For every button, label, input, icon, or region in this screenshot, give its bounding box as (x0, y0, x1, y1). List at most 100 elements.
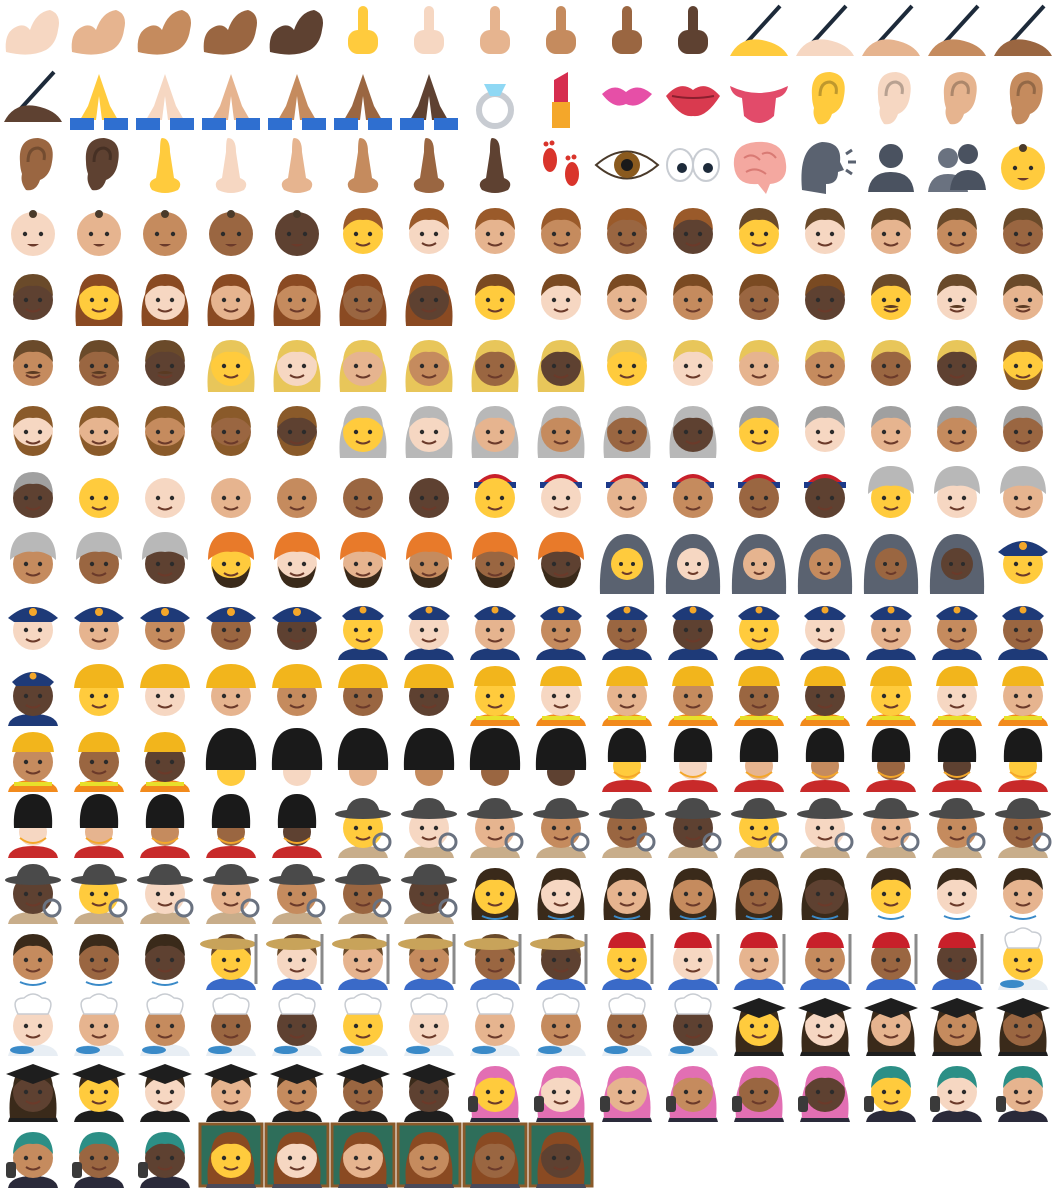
woman-graphic-icon (405, 274, 453, 326)
woman-student-icon-tone-4 (990, 990, 1056, 1056)
woman-guard-graphic-icon (668, 728, 718, 792)
woman-health-worker-graphic-icon (536, 868, 586, 924)
man-mustache-icon-tone-4 (66, 330, 132, 396)
older-person-graphic-icon (937, 406, 977, 452)
blond-woman-icon-tone-0 (198, 330, 264, 396)
man-student-graphic-icon (270, 1064, 324, 1122)
woman-with-headscarf-icon-tone-5 (924, 528, 990, 594)
bearded-person-graphic-icon (1003, 340, 1043, 390)
detective-icon-tone-2 (462, 792, 528, 858)
man-with-turban-icon-tone-5 (528, 528, 594, 594)
woman-with-headscarf-graphic-icon (929, 534, 985, 594)
woman-with-turban-graphic-icon (1000, 466, 1046, 518)
guard-icon-tone-1 (264, 726, 330, 792)
ear-graphic-icon (877, 72, 911, 125)
man-with-turban-icon-tone-4 (462, 528, 528, 594)
woman-teacher-icon-tone-0 (198, 1122, 264, 1188)
writing-hand-graphic-icon (862, 4, 920, 56)
man-guard-graphic-icon (206, 794, 256, 858)
police-officer-graphic-icon (74, 607, 124, 650)
man-student-graphic-icon (138, 1064, 192, 1122)
woman-student-graphic-icon (930, 998, 984, 1056)
mouth-graphic-icon (666, 86, 720, 117)
older-person-icon-tone-3 (924, 396, 990, 462)
man-health-worker-icon-tone-4 (66, 924, 132, 990)
folded-hands-graphic-icon (202, 74, 260, 130)
child-icon-tone-4 (594, 198, 660, 264)
woman-with-headscarf-graphic-icon (599, 534, 655, 594)
man-cook-graphic-icon (668, 993, 718, 1056)
man-with-turban-icon-tone-2 (330, 528, 396, 594)
man-singer-graphic-icon (996, 1066, 1048, 1122)
older-woman-graphic-icon (405, 406, 453, 458)
child-graphic-icon (409, 208, 449, 254)
eyes-graphic-icon (666, 148, 720, 182)
boy-graphic-icon (13, 274, 53, 320)
man-guard-graphic-icon (272, 794, 322, 858)
middle-finger-icon-tone-4 (594, 0, 660, 66)
man-with-cap-icon-tone-4 (726, 462, 792, 528)
man-construction-worker-graphic-icon (74, 732, 124, 792)
nose-icon-tone-0 (132, 132, 198, 198)
man-health-worker-icon-tone-3 (0, 924, 66, 990)
man-guard-icon-tone-1 (0, 792, 66, 858)
guard-icon-tone-5 (528, 726, 594, 792)
woman-with-headscarf-graphic-icon (731, 534, 787, 594)
woman-cook-icon-tone-4 (198, 990, 264, 1056)
older-woman-graphic-icon (339, 406, 387, 458)
woman-guard-graphic-icon (602, 728, 652, 792)
woman-teacher-icon-tone-4 (462, 1122, 528, 1188)
woman-police-officer-icon-tone-3 (528, 594, 594, 660)
older-man-icon-tone-5 (396, 462, 462, 528)
construction-worker-icon-tone-2 (198, 660, 264, 726)
woman-graphic-icon (339, 274, 387, 326)
woman-construction-worker-graphic-icon (470, 666, 520, 726)
middle-finger-icon-tone-0 (330, 0, 396, 66)
detective-graphic-icon (665, 798, 722, 858)
woman-cook-icon-tone-1 (0, 990, 66, 1056)
bearded-person-icon-tone-5 (264, 396, 330, 462)
man-guard-graphic-icon (8, 794, 58, 858)
woman-graphic-icon (75, 274, 123, 326)
middle-finger-icon-tone-3 (528, 0, 594, 66)
man-farmer-icon-tone-4 (858, 924, 924, 990)
man-mustache-icon-tone-2 (990, 264, 1056, 330)
eye-graphic-icon (594, 150, 660, 180)
man-construction-worker-graphic-icon (140, 732, 190, 792)
woman-farmer-graphic-icon (398, 934, 456, 990)
woman-cook-graphic-icon (272, 993, 322, 1056)
man-health-worker-graphic-icon (140, 934, 190, 990)
man-health-worker-icon-tone-1 (924, 858, 990, 924)
man-with-cap-icon-tone-5 (792, 462, 858, 528)
man-construction-worker-icon-tone-3 (0, 726, 66, 792)
woman-farmer-icon-tone-3 (396, 924, 462, 990)
construction-worker-graphic-icon (206, 664, 256, 716)
police-officer-icon-tone-5 (264, 594, 330, 660)
woman-detective-graphic-icon (797, 798, 854, 858)
man-police-officer-graphic-icon (932, 606, 982, 660)
woman-student-graphic-icon (864, 998, 918, 1056)
man-construction-worker-icon-tone-1 (924, 660, 990, 726)
blond-man-graphic-icon (739, 340, 779, 386)
woman-cook-icon-tone-3 (132, 990, 198, 1056)
woman-detective-icon-tone-0 (726, 792, 792, 858)
man-health-worker-graphic-icon (866, 868, 916, 924)
older-woman-icon-tone-2 (462, 396, 528, 462)
man-guard-graphic-icon (998, 728, 1048, 792)
woman-detective-icon-tone-5 (0, 858, 66, 924)
woman-cook-graphic-icon (998, 927, 1048, 990)
older-person-graphic-icon (871, 406, 911, 452)
construction-worker-icon-tone-3 (264, 660, 330, 726)
woman-detective-icon-tone-2 (858, 792, 924, 858)
man-farmer-graphic-icon (668, 932, 720, 990)
woman-teacher-graphic-icon (396, 1122, 462, 1188)
man-with-cap-graphic-icon (540, 474, 582, 518)
boy-graphic-icon (805, 208, 845, 254)
woman-detective-graphic-icon (5, 864, 62, 924)
woman-construction-worker-icon-tone-2 (594, 660, 660, 726)
man-cook-graphic-icon (536, 993, 586, 1056)
woman-cook-icon-tone-5 (264, 990, 330, 1056)
man-with-turban-icon-tone-1 (264, 528, 330, 594)
woman-icon-tone-4 (330, 264, 396, 330)
writing-hand-graphic-icon (928, 4, 986, 56)
